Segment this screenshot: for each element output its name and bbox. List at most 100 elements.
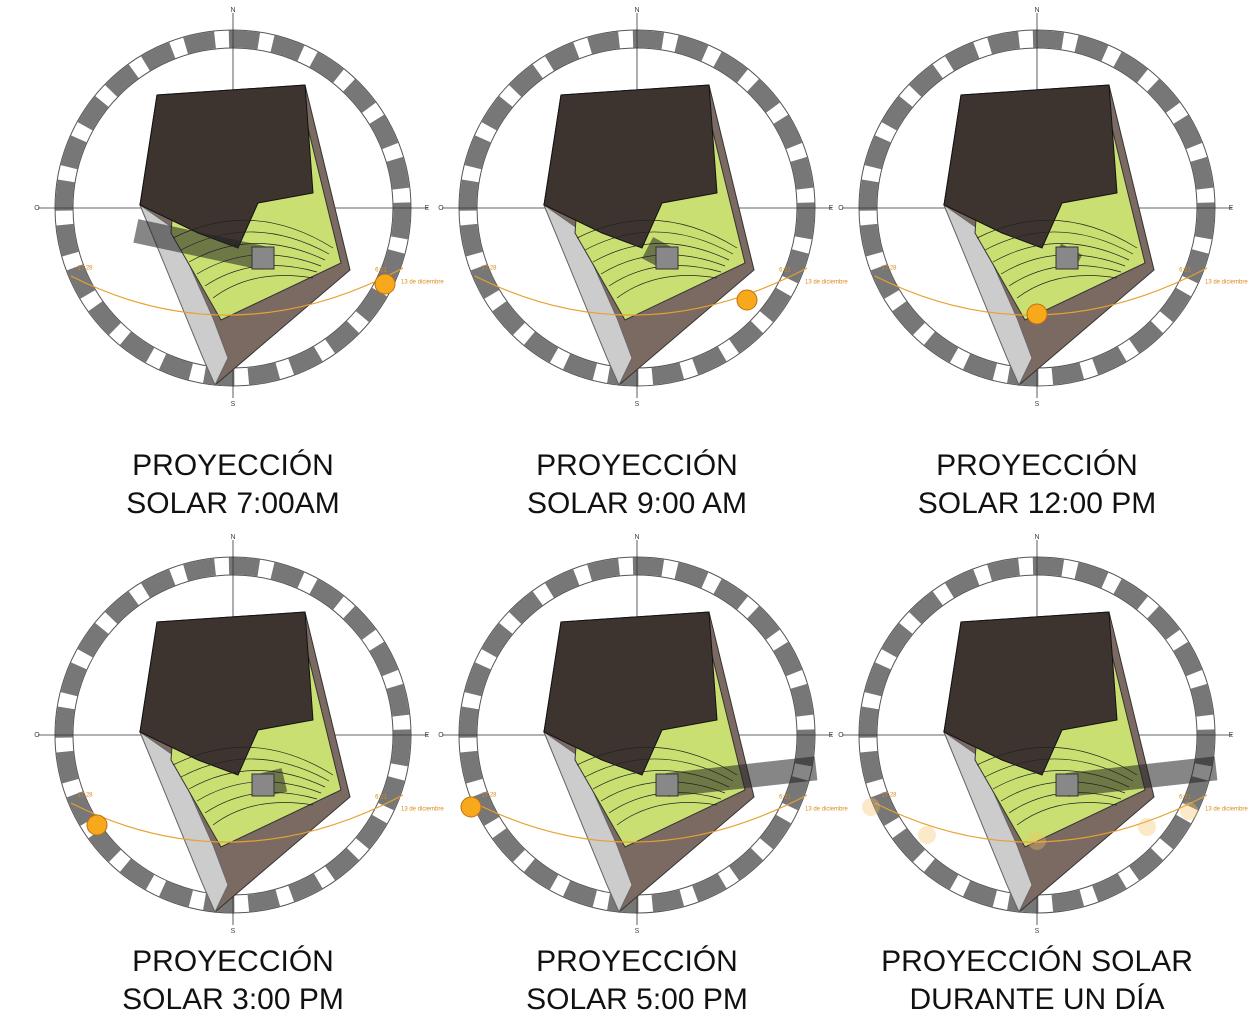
sun-path: [70, 267, 404, 316]
plot-trees: [943, 84, 1118, 249]
sun-faint: [1180, 802, 1198, 820]
panel-title: PROYECCIÓN: [132, 449, 334, 482]
compass-label: E: [425, 732, 430, 739]
contour: [1016, 275, 1118, 299]
sun-path: [70, 794, 404, 843]
house: [251, 773, 275, 797]
panel-title: PROYECCIÓN: [936, 449, 1138, 482]
contour: [180, 758, 330, 782]
sunrise-label: 6:21: [1179, 795, 1191, 801]
contour: [984, 231, 1134, 255]
sunset-label: 17:28: [881, 266, 897, 272]
panel-title: SOLAR 12:00 PM: [918, 487, 1156, 520]
compass-label: O: [34, 205, 40, 212]
date-label: 13 de diciembre: [805, 280, 848, 286]
shadow: [665, 756, 818, 797]
sunrise-label: 6:21: [779, 268, 791, 274]
date-label: 13 de diciembre: [401, 280, 444, 286]
contour: [188, 770, 326, 790]
sun-faint: [1028, 832, 1046, 850]
house: [655, 246, 679, 270]
contour: [976, 219, 1138, 249]
plot-trees: [543, 84, 718, 249]
sun-path: [474, 794, 808, 843]
compass-label: O: [34, 732, 40, 739]
contour: [976, 746, 1138, 776]
sunset-label: 17:28: [77, 793, 93, 799]
compass-label: S: [231, 401, 236, 408]
shadow: [1065, 756, 1218, 797]
panel-title: PROYECCIÓN: [132, 945, 334, 978]
compass-label: O: [438, 732, 444, 739]
sun-faint: [1138, 818, 1156, 836]
panel-title: PROYECCIÓN: [536, 945, 738, 978]
plot-trees: [139, 84, 314, 249]
compass-label: E: [1229, 205, 1234, 212]
sunset-label: 17:28: [881, 793, 897, 799]
compass-label: S: [1035, 928, 1040, 935]
sun-faint: [862, 798, 880, 816]
sunrise-label: 6:21: [779, 795, 791, 801]
contour: [172, 219, 334, 249]
sun: [460, 796, 482, 818]
contour: [584, 231, 734, 255]
sunset-label: 17:28: [77, 266, 93, 272]
date-label: 13 de diciembre: [1205, 807, 1248, 813]
sun-faint: [918, 826, 936, 844]
contour: [576, 746, 738, 776]
compass-label: N: [1034, 534, 1039, 541]
solar-panel: N S O E 17:28 6:21 13 de diciembre PROYECCIÓN SO…: [838, 7, 1248, 520]
sunset-label: 17:28: [481, 266, 497, 272]
house: [251, 246, 275, 270]
sun: [736, 289, 758, 311]
compass-label: N: [230, 534, 235, 541]
compass-label: O: [438, 205, 444, 212]
contour: [992, 243, 1130, 263]
compass-label: S: [635, 928, 640, 935]
compass-label: E: [829, 205, 834, 212]
compass-label: O: [838, 205, 844, 212]
contour: [616, 275, 718, 299]
compass-label: N: [634, 7, 639, 14]
compass-label: E: [829, 732, 834, 739]
panel-title: DURANTE UN DÍA: [909, 983, 1164, 1015]
compass-label: E: [425, 205, 430, 212]
panel-title: PROYECCIÓN: [536, 449, 738, 482]
sun-path: [474, 267, 808, 316]
date-label: 13 de diciembre: [805, 807, 848, 813]
compass-label: S: [231, 928, 236, 935]
contour: [576, 219, 738, 249]
panel-title: SOLAR 9:00 AM: [527, 487, 747, 520]
compass-label: E: [1229, 732, 1234, 739]
panel-title: SOLAR 7:00AM: [126, 487, 339, 520]
compass-label: N: [230, 7, 235, 14]
contour: [1016, 802, 1118, 826]
contour: [212, 275, 314, 299]
panel-title: SOLAR 5:00 PM: [526, 983, 748, 1015]
compass-label: S: [1035, 401, 1040, 408]
sun: [86, 814, 108, 836]
sun: [1026, 303, 1048, 325]
sunrise-label: 6:21: [375, 268, 387, 274]
compass-label: O: [838, 732, 844, 739]
compass-label: N: [1034, 7, 1039, 14]
panel-title: PROYECCIÓN SOLAR: [881, 945, 1193, 978]
panel-title: SOLAR 3:00 PM: [122, 983, 344, 1015]
date-label: 13 de diciembre: [401, 807, 444, 813]
sunrise-label: 6:21: [1179, 268, 1191, 274]
contour: [172, 746, 334, 776]
plot-trees: [139, 611, 314, 776]
house: [1055, 246, 1079, 270]
plot-trees: [943, 611, 1118, 776]
contour: [616, 802, 718, 826]
house: [1055, 773, 1079, 797]
date-label: 13 de diciembre: [1205, 280, 1248, 286]
solar-panel: N S O E 17:28 6:21 13 de diciembre PROYECCIÓN S…: [838, 534, 1248, 1015]
sunset-label: 17:28: [481, 793, 497, 799]
sun: [374, 273, 396, 295]
house: [655, 773, 679, 797]
